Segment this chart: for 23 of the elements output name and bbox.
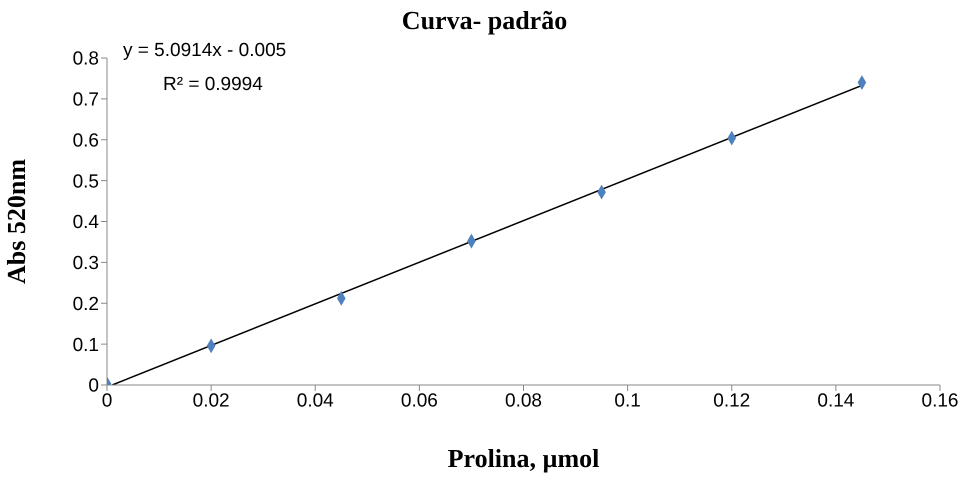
annotation: R² = 0.9994	[163, 74, 263, 96]
x-tick-label: 0.04	[296, 390, 334, 412]
y-tick-label: 0.5	[72, 171, 99, 192]
y-tick-label: 0.7	[72, 90, 99, 111]
y-axis-title: Abs 520nm	[2, 158, 32, 284]
x-tick-label: 0.14	[817, 390, 855, 412]
annotation: y = 5.0914x - 0.005	[123, 40, 286, 62]
y-tick-label: 0.3	[72, 253, 99, 274]
x-axis-title: Prolina, µmol	[448, 444, 600, 473]
y-tick-label: 0	[88, 376, 99, 397]
y-tick-label: 0.2	[72, 294, 99, 315]
x-tick-label: 0.08	[505, 390, 542, 412]
chart-title: Curva- padrão	[400, 6, 568, 36]
x-tick-label: 0.16	[922, 390, 958, 412]
y-tick-label: 0.1	[72, 334, 99, 356]
y-tick-label: 0.6	[72, 130, 99, 152]
x-tick-label: 0	[102, 390, 112, 412]
x-tick-label: 0.12	[713, 390, 750, 412]
y-tick-label: 0.4	[72, 212, 100, 234]
x-tick-label: 0.02	[192, 390, 230, 412]
x-tick-label: 0.1	[614, 390, 641, 412]
y-tick-label: 0.8	[72, 48, 99, 70]
x-tick-label: 0.06	[400, 390, 438, 412]
